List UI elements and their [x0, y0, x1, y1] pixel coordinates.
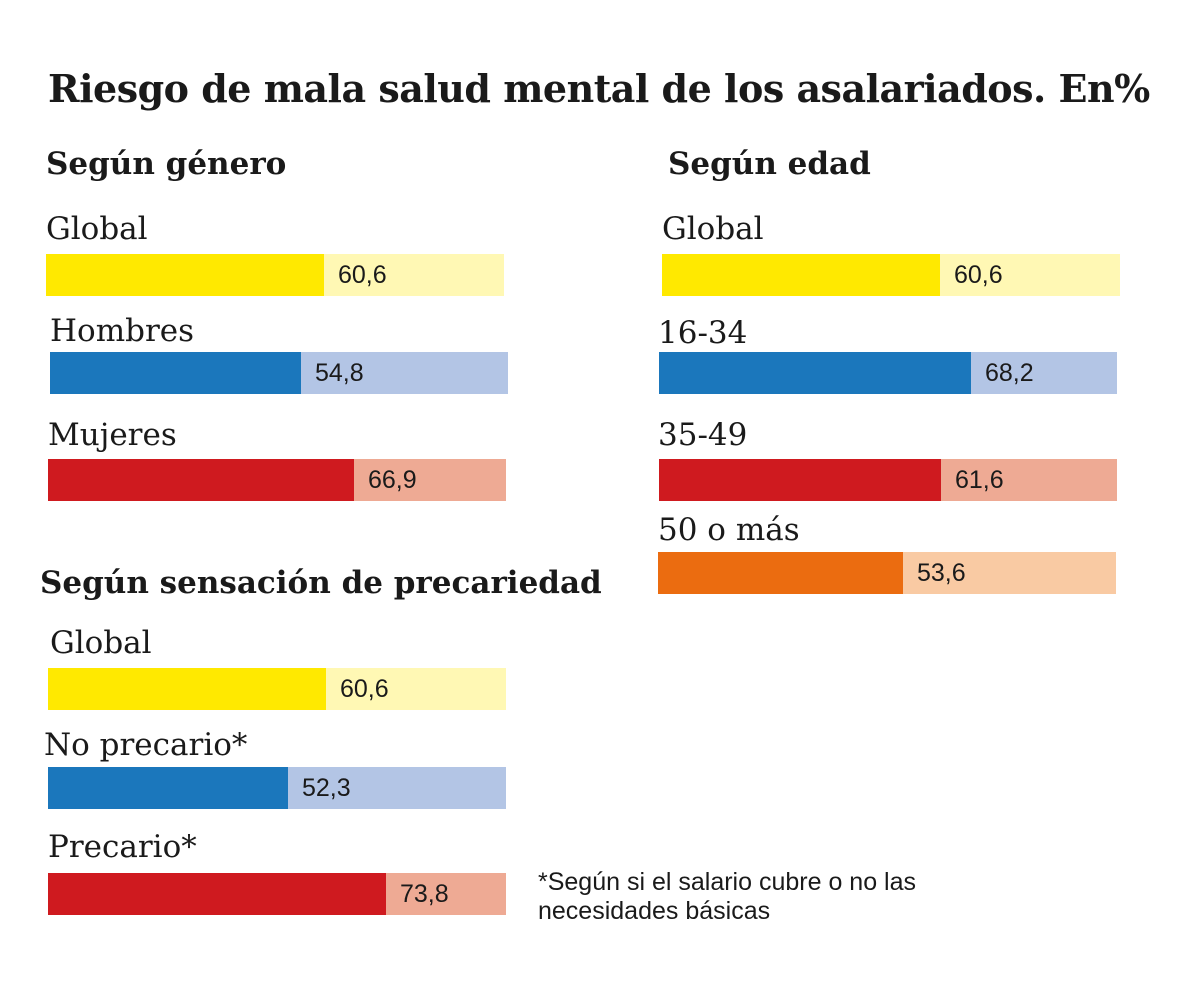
panel-title-precariedad: Según sensación de precariedad	[40, 565, 602, 601]
chart-title: Riesgo de mala salud mental de los asala…	[48, 66, 1150, 111]
bar-track: 68,2	[659, 352, 1117, 394]
bar-fill	[50, 352, 301, 394]
bar-track: 60,6	[46, 254, 504, 296]
value-label: 61,6	[955, 465, 1004, 494]
category-label: Global	[50, 625, 152, 661]
value-label: 53,6	[917, 558, 966, 587]
panel-title-genero: Según género	[46, 146, 287, 182]
category-label: Mujeres	[48, 417, 177, 453]
value-label: 73,8	[400, 879, 449, 908]
bar-track: 66,9	[48, 459, 506, 501]
category-label: 16-34	[658, 315, 748, 351]
panel-title-edad: Según edad	[668, 146, 871, 182]
bar-fill	[659, 459, 941, 501]
bar-fill	[662, 254, 940, 296]
footnote: *Según si el salario cubre o no las nece…	[538, 868, 917, 925]
bar-fill	[46, 254, 324, 296]
category-label: 35-49	[658, 417, 748, 453]
bar-track: 73,8	[48, 873, 506, 915]
category-label: Precario*	[48, 829, 197, 865]
category-label: No precario*	[44, 727, 248, 763]
bar-fill	[48, 767, 288, 809]
bar-fill	[48, 459, 354, 501]
bar-track: 61,6	[659, 459, 1117, 501]
bar-fill	[48, 668, 326, 710]
category-label: Global	[46, 211, 148, 247]
value-label: 60,6	[340, 674, 389, 703]
bar-fill	[48, 873, 386, 915]
value-label: 60,6	[954, 260, 1003, 289]
value-label: 54,8	[315, 358, 364, 387]
category-label: 50 o más	[658, 512, 800, 548]
bar-track: 60,6	[662, 254, 1120, 296]
bar-fill	[659, 352, 971, 394]
bar-track: 52,3	[48, 767, 506, 809]
value-label: 68,2	[985, 358, 1034, 387]
value-label: 66,9	[368, 465, 417, 494]
bar-track: 60,6	[48, 668, 506, 710]
bar-track: 54,8	[50, 352, 508, 394]
value-label: 52,3	[302, 773, 351, 802]
category-label: Global	[662, 211, 764, 247]
bar-track: 53,6	[658, 552, 1116, 594]
category-label: Hombres	[50, 313, 195, 349]
value-label: 60,6	[338, 260, 387, 289]
bar-fill	[658, 552, 903, 594]
